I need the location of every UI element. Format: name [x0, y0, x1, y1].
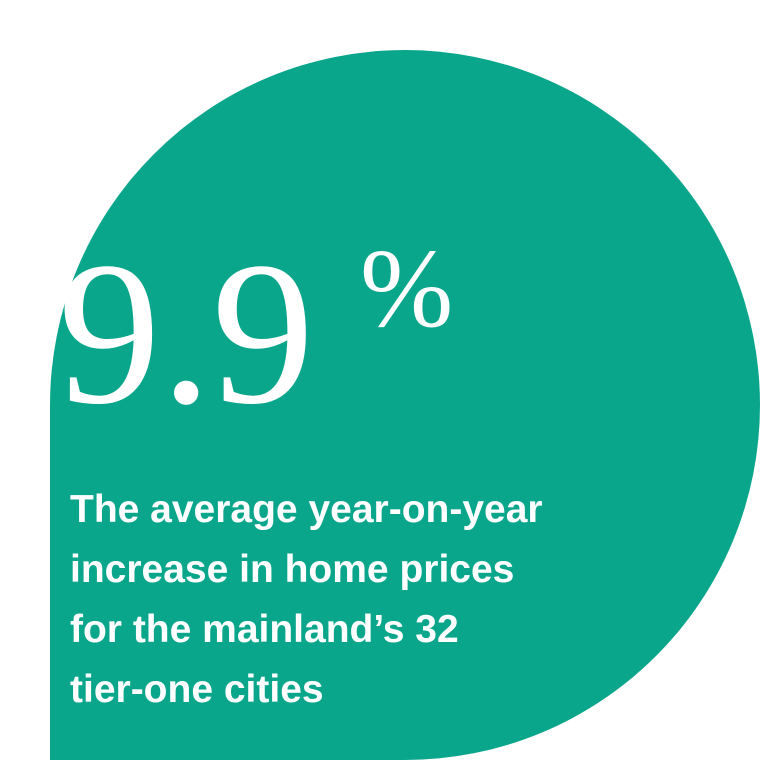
caption-line: for the mainland’s 32	[70, 608, 459, 651]
caption-line: The average year-on-year	[70, 488, 543, 531]
caption-line: increase in home prices	[70, 548, 514, 591]
teardrop-shape	[50, 50, 760, 760]
stat-unit: %	[360, 227, 453, 351]
caption: The average year-on-year increase in home…	[70, 488, 543, 711]
caption-line: tier-one cities	[70, 668, 324, 711]
stat-value: 9.9	[58, 220, 314, 447]
